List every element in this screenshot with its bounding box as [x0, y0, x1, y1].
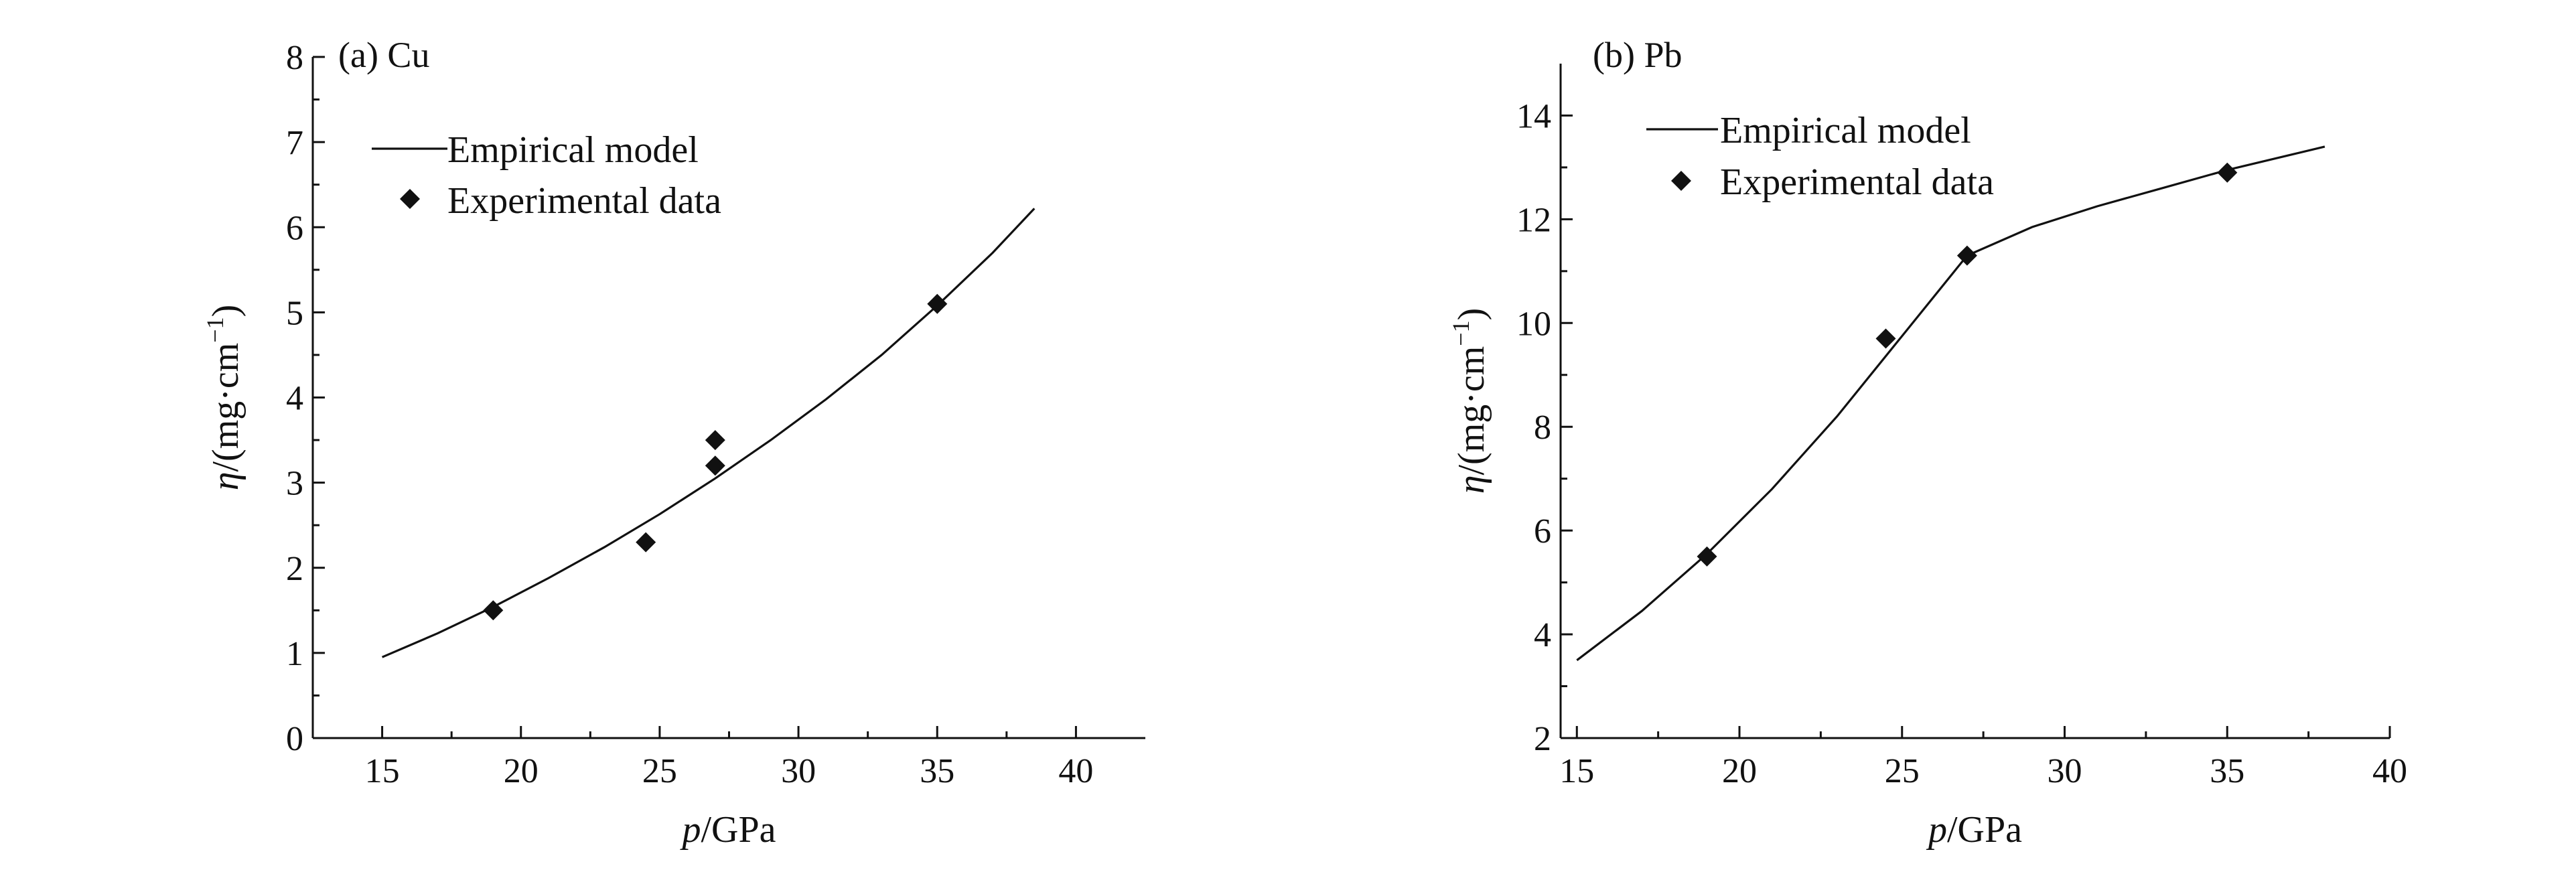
y-axis-unit-exponent: −1: [202, 317, 228, 342]
y-axis-unit-exponent: −1: [1447, 320, 1474, 346]
y-tick-label: 5: [286, 294, 303, 332]
experimental-data-point: [1875, 328, 1896, 349]
legend-label-model: Empirical model: [1720, 110, 1971, 151]
x-tick-label: 20: [504, 752, 539, 790]
experimental-data-point: [1956, 245, 1977, 266]
x-axis-unit: /GPa: [1947, 809, 2022, 851]
y-axis-title: η/(mg·cm−1): [1447, 308, 1492, 494]
y-axis-unit-close: ): [205, 305, 246, 317]
x-tick-label: 35: [920, 752, 954, 790]
experimental-data-point: [927, 293, 948, 314]
y-axis-title: η/(mg·cm−1): [202, 305, 246, 491]
y-tick-label: 4: [1534, 616, 1551, 654]
y-tick-label: 3: [286, 465, 303, 503]
legend-marker-swatch: [1671, 171, 1691, 191]
experimental-data-point: [483, 600, 504, 621]
y-tick-label: 8: [286, 39, 303, 77]
y-axis-variable: η: [205, 472, 246, 491]
y-tick-label: 2: [286, 550, 303, 588]
x-tick-label: 25: [1885, 752, 1920, 790]
x-tick-label: 40: [1058, 752, 1093, 790]
experimental-data-point: [1697, 546, 1717, 567]
y-tick-label: 2: [1534, 720, 1551, 758]
x-axis-unit: /GPa: [701, 809, 776, 851]
y-axis-unit-close: ): [1451, 308, 1492, 321]
experimental-data-point: [2217, 162, 2238, 183]
y-axis-unit: /(mg·cm: [1451, 346, 1492, 476]
y-axis-variable: η: [1451, 476, 1492, 494]
panel-label: (b) Pb: [1593, 35, 1683, 75]
chart-panel-pb: 15 20 25 30 35 40 2 4 6 8 10 12 14 (b) Pb p/GPa η/(mg·c…: [1447, 35, 2407, 851]
x-axis-title: p/GPa: [680, 809, 776, 851]
x-tick-label: 30: [781, 752, 816, 790]
x-tick-label: 30: [2048, 752, 2082, 790]
y-tick-label: 7: [286, 124, 303, 162]
y-tick-label: 6: [1534, 512, 1551, 551]
panel-label: (a) Cu: [338, 35, 429, 75]
legend-label-model: Empirical model: [447, 129, 699, 171]
y-tick-label: 8: [1534, 409, 1551, 447]
experimental-data-point: [705, 430, 725, 451]
legend-label-experimental: Experimental data: [447, 180, 721, 222]
x-tick-label: 20: [1722, 752, 1757, 790]
y-tick-label: 0: [286, 720, 303, 758]
x-tick-label: 15: [1559, 752, 1594, 790]
x-axis-title: p/GPa: [1926, 809, 2022, 851]
x-tick-label: 25: [642, 752, 677, 790]
legend-label-experimental: Experimental data: [1720, 161, 1994, 203]
y-tick-label: 10: [1516, 305, 1551, 343]
y-tick-label: 6: [286, 209, 303, 247]
empirical-model-line: [381, 208, 1035, 658]
empirical-model-line: [1576, 145, 2325, 662]
experimental-data-point: [705, 455, 725, 476]
y-tick-label: 4: [286, 380, 303, 418]
y-tick-label: 1: [286, 635, 303, 673]
experimental-data-point: [636, 532, 656, 553]
x-axis-variable: p: [680, 809, 701, 851]
y-tick-label: 12: [1516, 201, 1551, 239]
chart-panel-cu: 15 20 25 30 35 40 0 1 2 3 4 5 6 7 8 (a) Cu p/GPa η/(mg·cm…: [202, 35, 1145, 851]
x-tick-label: 15: [365, 752, 400, 790]
y-tick-label: 14: [1516, 97, 1551, 135]
x-tick-label: 35: [2210, 752, 2244, 790]
x-axis-variable: p: [1926, 809, 1947, 851]
legend-marker-swatch: [400, 189, 420, 209]
x-tick-label: 40: [2372, 752, 2407, 790]
y-axis-unit: /(mg·cm: [205, 343, 246, 472]
